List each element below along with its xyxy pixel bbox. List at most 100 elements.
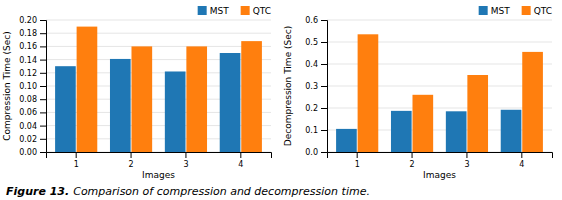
bar xyxy=(241,41,262,152)
panel: 0.000.020.040.060.080.100.120.140.160.18… xyxy=(2,6,272,180)
tick: 4 xyxy=(519,152,524,169)
bar xyxy=(501,110,522,152)
tick: 0.16 xyxy=(19,42,46,51)
bar xyxy=(131,46,152,152)
tick: 0.12 xyxy=(19,69,46,78)
tick-mark xyxy=(40,33,46,34)
tick-mark xyxy=(521,152,522,158)
tick-mark xyxy=(40,60,46,61)
tick-mark xyxy=(40,99,46,100)
y-axis: 0.00.10.20.30.40.50.6 xyxy=(305,16,327,157)
bar xyxy=(55,66,76,152)
tick: 0.1 xyxy=(305,126,327,135)
tick: 0.08 xyxy=(19,95,46,104)
tick-label: 0.14 xyxy=(19,56,37,65)
tick-mark xyxy=(40,126,46,127)
legend-swatch xyxy=(241,6,250,15)
tick: 1 xyxy=(355,152,360,169)
bar xyxy=(336,129,357,152)
tick-label: 3 xyxy=(464,160,469,169)
legend-swatch xyxy=(198,6,207,15)
tick: 0.02 xyxy=(19,135,46,144)
legend-swatch xyxy=(522,6,531,15)
x-axis: 1 2 3 4 xyxy=(328,152,553,169)
tick-mark xyxy=(40,112,46,113)
tick-mark xyxy=(40,46,46,47)
tick-label: 3 xyxy=(183,160,188,169)
tick-label: 0.1 xyxy=(305,126,318,135)
bar xyxy=(446,111,467,152)
caption-part: Figure 13. xyxy=(6,185,69,198)
tick-mark xyxy=(76,152,77,158)
tick-label: 0.02 xyxy=(19,135,37,144)
tick-label: 1 xyxy=(355,160,360,169)
tick-mark xyxy=(321,130,327,131)
tick-mark xyxy=(321,108,327,109)
tick-mark xyxy=(185,152,186,158)
tick-mark xyxy=(40,152,46,153)
legend-item: MST xyxy=(198,6,229,16)
bar xyxy=(165,71,186,152)
tick-label: 0.04 xyxy=(19,122,37,131)
tick: 0.5 xyxy=(305,38,327,47)
axis-line xyxy=(47,153,272,159)
bar xyxy=(391,111,412,152)
tick: 0.18 xyxy=(19,29,46,38)
legend-label: MST xyxy=(491,6,510,16)
axis-line xyxy=(40,21,47,153)
tick: 0.6 xyxy=(305,16,327,25)
grid xyxy=(46,20,271,152)
bar xyxy=(358,34,379,152)
tick-label: 4 xyxy=(519,160,524,169)
x-axis-title: Images xyxy=(142,170,175,180)
tick-mark xyxy=(321,64,327,65)
tick: 0.06 xyxy=(19,108,46,117)
tick-label: 0.12 xyxy=(19,69,37,78)
legend-item: MST xyxy=(479,6,510,16)
tick: 0.10 xyxy=(19,82,46,91)
grid-line xyxy=(46,20,271,21)
grid xyxy=(327,20,552,152)
tick-label: 0.5 xyxy=(305,38,318,47)
tick-mark xyxy=(40,86,46,87)
bar xyxy=(186,46,207,152)
tick-label: 0.0 xyxy=(305,148,318,157)
legend-swatch xyxy=(479,6,488,15)
tick-label: 0.2 xyxy=(305,104,318,113)
axis-line xyxy=(321,21,328,153)
tick-label: 2 xyxy=(410,160,415,169)
tick: 0.20 xyxy=(19,16,46,25)
tick-mark xyxy=(321,86,327,87)
tick-label: 0.08 xyxy=(19,95,37,104)
tick-mark xyxy=(466,152,467,158)
tick-label: 0.3 xyxy=(305,82,318,91)
legend-label: MST xyxy=(210,6,229,16)
tick-mark xyxy=(321,20,327,21)
legend-item: QTC xyxy=(241,6,271,16)
tick-label: 1 xyxy=(74,160,79,169)
axis-line xyxy=(328,153,553,159)
panel: 0.00.10.20.30.40.50.61234ImagesDecompres… xyxy=(283,6,553,180)
legend-item: QTC xyxy=(522,6,552,16)
bar xyxy=(467,75,488,152)
tick-label: 0.06 xyxy=(19,108,37,117)
tick: 2 xyxy=(410,152,415,169)
caption: Figure 13. Comparison of compression and … xyxy=(6,185,370,198)
tick: 3 xyxy=(464,152,469,169)
y-axis-title: Decompression Time (Sec) xyxy=(283,26,293,147)
grid-line xyxy=(327,20,552,21)
x-axis: 1234 xyxy=(47,152,272,169)
y-axis: 0.000.020.040.060.080.100.120.140.160.18… xyxy=(19,16,46,157)
tick-mark xyxy=(412,152,413,158)
bars xyxy=(336,34,543,152)
tick-label: 2 xyxy=(129,160,134,169)
tick-mark xyxy=(40,139,46,140)
tick: 0.0 xyxy=(305,148,327,157)
caption-part: Comparison of compression and decompress… xyxy=(73,185,370,198)
tick-label: 0.20 xyxy=(19,16,37,25)
tick: 1 xyxy=(74,152,79,169)
bar xyxy=(220,53,241,152)
bar xyxy=(412,95,433,152)
tick-label: 0.16 xyxy=(19,42,37,51)
tick-label: 0.6 xyxy=(305,16,318,25)
